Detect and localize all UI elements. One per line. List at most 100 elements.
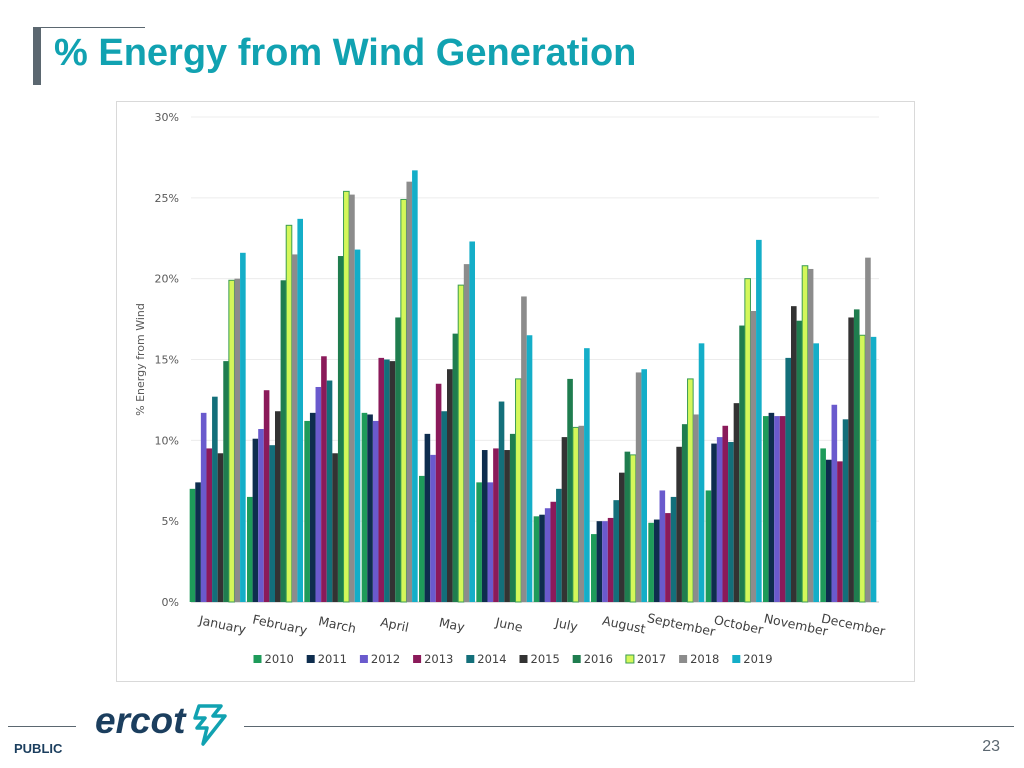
legend-swatch-2014: [466, 655, 475, 663]
bar-2012-june: [487, 482, 494, 602]
bar-2017-november: [801, 265, 809, 603]
bar-2016-august: [624, 451, 631, 602]
bar-2018-june: [521, 296, 527, 602]
y-tick-label: 5%: [162, 515, 179, 528]
x-tick-label: December: [820, 611, 887, 639]
bar-2011-march: [309, 412, 316, 602]
legend-label-2017: 2017: [637, 652, 666, 666]
bar-2016-october: [739, 325, 745, 602]
y-axis-label: % Energy from Wind: [134, 303, 147, 416]
y-tick-label: 20%: [155, 273, 179, 286]
bar-2012-november: [774, 416, 780, 602]
bar-2017-august: [629, 454, 637, 603]
footer-rule-left: [8, 726, 76, 727]
bar-2018-may: [463, 264, 470, 602]
legend-label-2019: 2019: [743, 652, 772, 666]
bar-2014-august: [613, 500, 619, 602]
bar-2014-may: [441, 411, 447, 602]
logo-wordmark: ercot: [95, 700, 187, 741]
y-tick-label: 25%: [155, 192, 179, 205]
page-title: % Energy from Wind Generation: [54, 32, 637, 74]
x-tick-label: April: [379, 614, 410, 635]
bar-2017-may: [457, 284, 465, 603]
bar-2019-november: [813, 343, 819, 602]
bar-2017-september: [687, 378, 694, 603]
bar-2013-july: [550, 501, 557, 602]
title-accent-bar: [33, 27, 41, 85]
y-tick-label: 0%: [162, 596, 179, 609]
bar-2010-january: [189, 488, 196, 602]
bar-2013-november: [779, 416, 786, 602]
bar-2017-february: [285, 224, 293, 603]
y-tick-label: 30%: [155, 111, 179, 124]
bar-2010-october: [705, 490, 712, 602]
chart-frame: 0% 5% 10% 15% 20% 25% 30% % Energy from Wind Jan…: [116, 101, 915, 682]
x-tick-label: February: [251, 612, 309, 638]
bar-2013-may: [435, 383, 442, 602]
y-tick-label: 10%: [155, 434, 179, 447]
bar-2015-may: [447, 369, 453, 602]
legend-swatch-2012: [359, 655, 368, 663]
bar-2015-august: [619, 472, 625, 602]
bar-2012-april: [372, 420, 379, 602]
bar-2012-february: [258, 429, 264, 602]
x-tick-label: August: [601, 613, 647, 637]
bar-2012-may: [430, 454, 436, 602]
bar-2013-march: [321, 356, 327, 602]
bar-2017-december: [859, 334, 866, 603]
bar-2012-september: [659, 490, 666, 602]
bar-2018-november: [807, 268, 814, 602]
bar-2011-february: [252, 438, 259, 602]
bar-2019-july: [584, 348, 590, 602]
bar-2017-march: [343, 190, 350, 603]
legend-label-2016: 2016: [584, 652, 613, 666]
bar-2018-july: [578, 425, 585, 602]
legend-swatch-2019: [732, 655, 741, 663]
x-tick-label: June: [493, 614, 524, 635]
wind-energy-bar-chart: 0% 5% 10% 15% 20% 25% 30% % Energy from Wind Jan…: [134, 111, 887, 666]
bar-2014-february: [269, 445, 275, 602]
bar-2019-may: [469, 241, 475, 602]
bar-2016-february: [280, 280, 287, 602]
x-tick-label: October: [713, 612, 766, 637]
bar-2018-december: [865, 257, 871, 602]
x-tick-label: September: [646, 610, 718, 639]
bar-2017-october: [744, 278, 751, 603]
bar-2015-september: [676, 446, 682, 602]
bar-2018-august: [635, 372, 642, 602]
bar-2015-october: [733, 403, 740, 602]
legend-label-2015: 2015: [531, 652, 560, 666]
bar-2010-november: [763, 416, 769, 602]
legend-swatch-2011: [306, 655, 315, 663]
bar-2014-march: [326, 380, 333, 602]
legend-swatch-2016: [572, 655, 581, 663]
bar-2010-april: [361, 412, 368, 602]
bar-2017-june: [515, 378, 522, 603]
bar-2011-november: [768, 412, 775, 602]
legend-label-2011: 2011: [318, 652, 347, 666]
bar-2017-april: [400, 198, 407, 603]
bar-2013-january: [206, 448, 213, 602]
bar-2012-march: [315, 386, 322, 602]
bar-2018-september: [693, 414, 699, 602]
bar-2016-january: [223, 361, 229, 602]
bar-2019-december: [870, 336, 877, 602]
bar-2013-february: [263, 390, 270, 602]
legend-swatch-2015: [519, 655, 528, 663]
legend-label-2010: 2010: [265, 652, 294, 666]
bar-2019-march: [354, 249, 361, 603]
bar-2016-november: [796, 320, 803, 602]
bar-2011-december: [825, 459, 832, 602]
bar-2019-february: [297, 218, 303, 602]
bar-2012-august: [602, 521, 608, 602]
bar-2010-december: [820, 448, 826, 602]
legend-label-2013: 2013: [424, 652, 453, 666]
bar-2015-december: [848, 317, 854, 602]
x-tick-label: July: [553, 615, 580, 635]
bar-2011-october: [711, 443, 717, 602]
bar-2019-january: [240, 252, 246, 603]
bar-2015-june: [504, 450, 510, 602]
bar-2011-september: [653, 519, 660, 602]
bar-2019-june: [526, 335, 533, 602]
ercot-logo: ercot: [95, 700, 227, 746]
